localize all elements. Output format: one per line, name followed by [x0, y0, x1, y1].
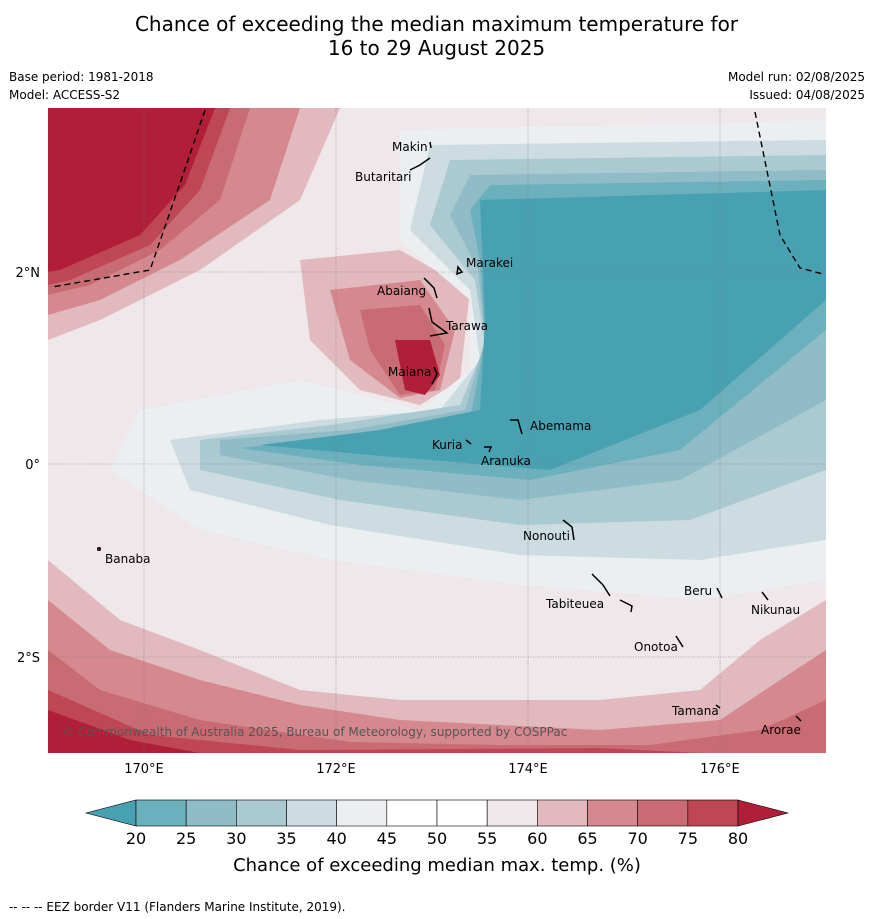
- graticule: [48, 108, 826, 753]
- label-tamana: Tamana: [671, 704, 719, 718]
- colorbar-tick-label: 60: [527, 829, 547, 848]
- map-title-line1: Chance of exceeding the median maximum t…: [134, 12, 739, 36]
- label-maiana: Maiana: [388, 365, 431, 379]
- label-makin: Makin: [392, 140, 428, 154]
- island-abemama: [510, 419, 523, 435]
- island-makin: [429, 141, 432, 149]
- probability-field: [48, 108, 826, 753]
- island-tabiteuea: [591, 573, 633, 613]
- label-abaiang: Abaiang: [377, 284, 426, 298]
- colorbar-bin: [135, 799, 187, 827]
- tarawa-warm-4: [395, 340, 440, 395]
- colorbar-bin: [637, 799, 689, 827]
- island-aranuka: [484, 446, 493, 453]
- band-80-up: [48, 108, 215, 753]
- label-tarawa: Tarawa: [445, 319, 488, 333]
- map-title-line2: 16 to 29 August 2025: [327, 36, 546, 60]
- label-arorae: Arorae: [761, 723, 801, 737]
- colorbar-tick-label: 40: [326, 829, 346, 848]
- label-nonouti: Nonouti: [523, 529, 570, 543]
- colorbar-tick-label: 30: [226, 829, 246, 848]
- colorbar-bin: [185, 799, 237, 827]
- label-abemama: Abemama: [530, 419, 591, 433]
- colorbar-tick-label: 55: [477, 829, 497, 848]
- islands: [96, 141, 802, 722]
- island-onotoa: [675, 635, 684, 648]
- label-beru: Beru: [684, 584, 712, 598]
- lat-tick-0: 0°: [25, 458, 40, 473]
- copyright: © Commonwealth of Australia 2025, Bureau…: [62, 725, 567, 739]
- colorbar-bin: [236, 799, 287, 827]
- colorbar-bin: [537, 799, 588, 827]
- colorbar-tick-label: 50: [427, 829, 447, 848]
- issued-date: Issued: 04/08/2025: [749, 88, 865, 102]
- lon-tick-170e: 170°E: [124, 762, 164, 777]
- label-kuria: Kuria: [432, 438, 463, 452]
- island-nikunau: [761, 591, 769, 601]
- colorbar: 20 25 30 35 40 45 50 55 60 65 70 75 80: [84, 799, 790, 848]
- island-marakei: [456, 265, 464, 276]
- colorbar-bin: [436, 799, 488, 827]
- colorbar-bin: [486, 799, 538, 827]
- island-arorae: [795, 715, 802, 722]
- place-labels: Makin Butaritari Marakei Abaiang Tarawa …: [105, 140, 801, 737]
- colorbar-bin: [587, 799, 638, 827]
- colorbar-extend-high: [737, 799, 790, 827]
- lat-ticks: 2°N 0° 2°S: [16, 266, 41, 666]
- base-period: Base period: 1981-2018: [9, 70, 154, 84]
- lon-tick-176e: 176°E: [700, 762, 740, 777]
- lon-ticks: 170°E 172°E 174°E 176°E: [124, 762, 740, 777]
- colorbar-tick-label: 65: [577, 829, 597, 848]
- colorbar-tick-label: 80: [728, 829, 748, 848]
- label-tabiteuea: Tabiteuea: [545, 597, 604, 611]
- lat-tick-2s: 2°S: [17, 651, 40, 666]
- island-kuria: [465, 439, 472, 445]
- island-banaba: [96, 546, 102, 552]
- colorbar-tick-label: 70: [627, 829, 647, 848]
- colorbar-tick-label: 75: [678, 829, 698, 848]
- lat-tick-2n: 2°N: [16, 266, 41, 281]
- band-below-20: [260, 190, 826, 470]
- label-nikunau: Nikunau: [751, 603, 800, 617]
- island-maiana: [431, 366, 438, 385]
- label-banaba: Banaba: [105, 552, 151, 566]
- eez-footnote: -- -- -- EEZ border V11 (Flanders Marine…: [9, 900, 346, 914]
- colorbar-tick-label: 45: [377, 829, 397, 848]
- label-butaritari: Butaritari: [355, 170, 412, 184]
- colorbar-bin: [386, 799, 438, 827]
- colorbar-tick-label: 35: [276, 829, 296, 848]
- colorbar-extend-low: [84, 799, 137, 827]
- model-name: Model: ACCESS-S2: [9, 88, 121, 102]
- island-tarawa: [428, 307, 449, 337]
- colorbar-bin: [687, 799, 739, 827]
- island-nonouti: [562, 519, 575, 541]
- model-run: Model run: 02/08/2025: [727, 70, 865, 84]
- island-beru: [716, 587, 723, 599]
- colorbar-bin: [286, 799, 337, 827]
- colorbar-tick-label: 20: [126, 829, 146, 848]
- eez-border: [51, 109, 824, 288]
- island-tamana: [715, 704, 721, 709]
- island-butaritari: [409, 157, 431, 171]
- colorbar-tick-label: 25: [176, 829, 196, 848]
- lon-tick-172e: 172°E: [316, 762, 356, 777]
- label-marakei: Marakei: [466, 256, 513, 270]
- colorbar-label: Chance of exceeding median max. temp. (%…: [233, 855, 641, 876]
- lon-tick-174e: 174°E: [508, 762, 548, 777]
- label-onotoa: Onotoa: [634, 640, 678, 654]
- island-abaiang: [423, 277, 438, 299]
- label-aranuka: Aranuka: [481, 454, 531, 468]
- colorbar-bin: [336, 799, 388, 827]
